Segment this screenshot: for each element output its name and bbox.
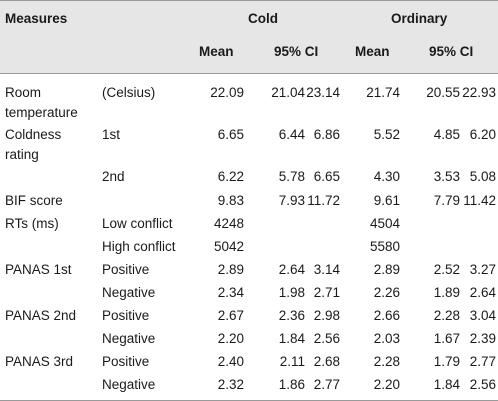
ordinary-value: 1.79 xyxy=(433,354,460,369)
ordinary-value: 2.39 xyxy=(469,331,496,346)
cold-value: 6.65 xyxy=(217,127,244,142)
row-sublabel: 1st xyxy=(102,127,121,142)
ordinary-value: 2.77 xyxy=(469,354,496,369)
cold-value: 4248 xyxy=(213,216,244,231)
ordinary-value: 3.04 xyxy=(469,308,496,323)
header-cold: Cold xyxy=(248,11,278,26)
ordinary-value: 2.20 xyxy=(373,377,400,392)
ordinary-value: 3.27 xyxy=(469,262,496,277)
cold-value: 3.14 xyxy=(313,262,340,277)
ordinary-value: 2.28 xyxy=(373,354,400,369)
table-header xyxy=(0,0,498,73)
cold-value: 1.98 xyxy=(278,285,305,300)
row-sublabel: Low conflict xyxy=(102,216,173,231)
ordinary-value: 2.26 xyxy=(373,285,400,300)
ordinary-value: 2.64 xyxy=(469,285,496,300)
cold-value: 1.86 xyxy=(278,377,305,392)
row-sublabel: Negative xyxy=(102,331,156,346)
ordinary-value: 4.30 xyxy=(373,169,400,184)
cold-value: 2.56 xyxy=(313,331,340,346)
ordinary-value: 4504 xyxy=(369,216,400,231)
header-ordinary: Ordinary xyxy=(391,11,448,26)
cold-value: 2.64 xyxy=(278,262,305,277)
cold-value: 11.72 xyxy=(307,193,340,208)
cold-value: 2.34 xyxy=(217,285,244,300)
cold-value: 2.89 xyxy=(217,262,244,277)
cold-value: 2.67 xyxy=(217,308,244,323)
row-label: PANAS 1st xyxy=(5,262,72,277)
ordinary-value: 5.52 xyxy=(373,127,400,142)
row-sublabel: High conflict xyxy=(102,239,176,254)
cold-value: 5042 xyxy=(213,239,244,254)
ordinary-value: 2.89 xyxy=(373,262,400,277)
ordinary-value: 20.55 xyxy=(426,85,460,100)
cold-value: 6.22 xyxy=(217,169,244,184)
ordinary-value: 5580 xyxy=(369,239,400,254)
cold-value: 5.78 xyxy=(278,169,305,184)
ordinary-value: 3.53 xyxy=(433,169,460,184)
ordinary-value: 2.03 xyxy=(373,331,400,346)
cold-value: 1.84 xyxy=(278,331,305,346)
cold-value: 2.98 xyxy=(313,308,340,323)
row-label: BIF score xyxy=(5,193,63,208)
cold-value: 22.09 xyxy=(210,85,244,100)
cold-value: 6.65 xyxy=(313,169,340,184)
row-sublabel: Positive xyxy=(102,308,150,323)
row-label: PANAS 2nd xyxy=(5,308,77,323)
row-sublabel: Positive xyxy=(102,354,150,369)
ordinary-value: 2.56 xyxy=(469,377,496,392)
ordinary-value: 1.67 xyxy=(433,331,460,346)
cold-value: 2.68 xyxy=(313,354,340,369)
ordinary-value: 5.08 xyxy=(469,169,496,184)
row-label: temperature xyxy=(5,105,78,120)
row-sublabel: 2nd xyxy=(102,169,125,184)
row-sublabel: Positive xyxy=(102,262,150,277)
ordinary-value: 21.74 xyxy=(366,85,400,100)
row-sublabel: Negative xyxy=(102,285,156,300)
cold-value: 23.14 xyxy=(306,85,340,100)
cold-value: 21.04 xyxy=(271,85,305,100)
ordinary-value: 2.66 xyxy=(373,308,400,323)
cold-value: 2.11 xyxy=(279,354,305,369)
ordinary-value: 2.28 xyxy=(433,308,460,323)
cold-value: 2.71 xyxy=(313,285,340,300)
cold-value: 6.86 xyxy=(313,127,340,142)
header-measures: Measures xyxy=(5,11,68,26)
cold-value: 2.32 xyxy=(217,377,244,392)
ordinary-value: 6.20 xyxy=(469,127,496,142)
cold-value: 2.40 xyxy=(217,354,244,369)
header-cold-mean: Mean xyxy=(199,44,234,59)
ordinary-value: 2.52 xyxy=(433,262,460,277)
row-label: RTs (ms) xyxy=(5,216,59,231)
header-rule xyxy=(0,73,498,74)
row-sublabel: Negative xyxy=(102,377,156,392)
cold-value: 7.93 xyxy=(278,193,305,208)
ordinary-value: 1.89 xyxy=(433,285,460,300)
cold-value: 9.83 xyxy=(217,193,244,208)
ordinary-value: 11.42 xyxy=(463,193,496,208)
ordinary-value: 7.79 xyxy=(433,193,460,208)
row-label: Room xyxy=(5,85,42,100)
cold-value: 2.36 xyxy=(278,308,305,323)
cold-value: 6.44 xyxy=(278,127,305,142)
row-sublabel: (Celsius) xyxy=(102,85,156,100)
ordinary-value: 9.61 xyxy=(373,193,400,208)
row-label: Coldness xyxy=(5,127,62,142)
header-ordinary-ci: 95% CI xyxy=(429,44,474,59)
header-cold-ci: 95% CI xyxy=(274,44,319,59)
cold-value: 2.77 xyxy=(313,377,340,392)
top-rule xyxy=(0,0,498,1)
row-label: rating xyxy=(5,147,39,162)
row-label: PANAS 3rd xyxy=(5,354,74,369)
header-ordinary-mean: Mean xyxy=(355,44,390,59)
ordinary-value: 22.93 xyxy=(462,85,496,100)
cold-value: 2.20 xyxy=(217,331,244,346)
ordinary-value: 1.84 xyxy=(433,377,460,392)
ordinary-value: 4.85 xyxy=(433,127,460,142)
